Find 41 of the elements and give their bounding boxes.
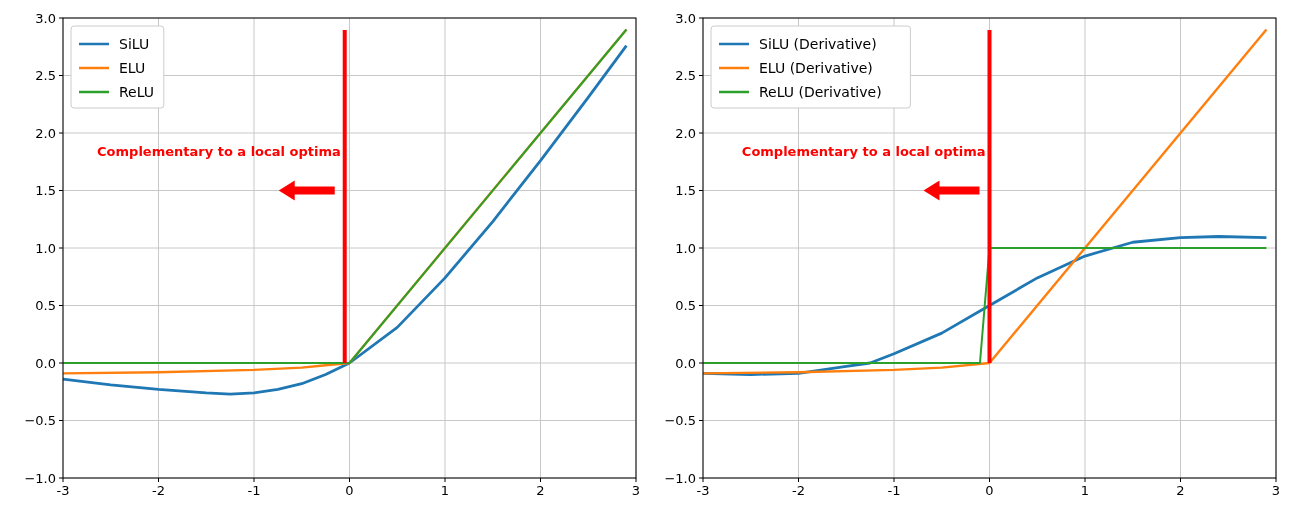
x-tick-label: 1 — [1080, 483, 1089, 498]
x-tick-label: 2 — [536, 483, 545, 498]
legend-label: ELU (Derivative) — [758, 60, 873, 76]
x-tick-label: 3 — [631, 483, 641, 498]
x-tick-label: -3 — [56, 483, 70, 498]
y-tick-label: −1.0 — [24, 470, 56, 486]
y-tick-label: 2.0 — [35, 125, 56, 141]
x-tick-label: 2 — [1175, 483, 1185, 498]
annotation: Complementary to a local optima — [741, 144, 985, 159]
x-tick-label: -1 — [887, 483, 900, 498]
y-tick-label: 2.0 — [674, 125, 696, 141]
x-tick-label: -1 — [247, 483, 261, 498]
line-series — [701, 28, 1268, 375]
y-tick-label: 1.0 — [35, 240, 56, 256]
x-tick-label: 1 — [440, 483, 450, 498]
y-tick-label: 0.5 — [674, 298, 696, 313]
legend-label: ReLU — [119, 84, 155, 100]
x-tick-label: 0 — [984, 483, 994, 498]
y-tick-label: 2.5 — [674, 68, 696, 83]
x-tick-label: -2 — [152, 483, 165, 498]
y-tick-label: 0.0 — [35, 355, 56, 371]
legend-label: ReLU (Derivative) — [758, 84, 882, 100]
legend-label: SiLU — [119, 36, 150, 52]
y-tick-label: 3.0 — [35, 10, 56, 26]
y-tick-label: 2.5 — [35, 68, 56, 83]
y-tick-label: −1.0 — [663, 470, 696, 486]
y-tick-label: 0.0 — [674, 355, 696, 371]
x-tick-label: 0 — [345, 483, 354, 498]
y-tick-label: 0.5 — [35, 298, 56, 313]
annotation: Complementary to a local optima — [97, 144, 341, 159]
x-tick-label: 3 — [1271, 483, 1280, 498]
x-tick-label: -2 — [791, 483, 805, 498]
x-tick-label: -3 — [696, 483, 709, 498]
y-tick-label: −0.5 — [24, 413, 56, 428]
y-tick-label: −0.5 — [663, 413, 696, 428]
y-tick-label: 1.0 — [674, 240, 696, 256]
y-tick-label: 3.0 — [674, 10, 696, 26]
y-tick-label: 1.5 — [35, 183, 56, 198]
y-tick-label: 1.5 — [674, 183, 696, 198]
legend-label: SiLU (Derivative) — [758, 36, 877, 52]
legend-label: ELU — [119, 60, 146, 76]
